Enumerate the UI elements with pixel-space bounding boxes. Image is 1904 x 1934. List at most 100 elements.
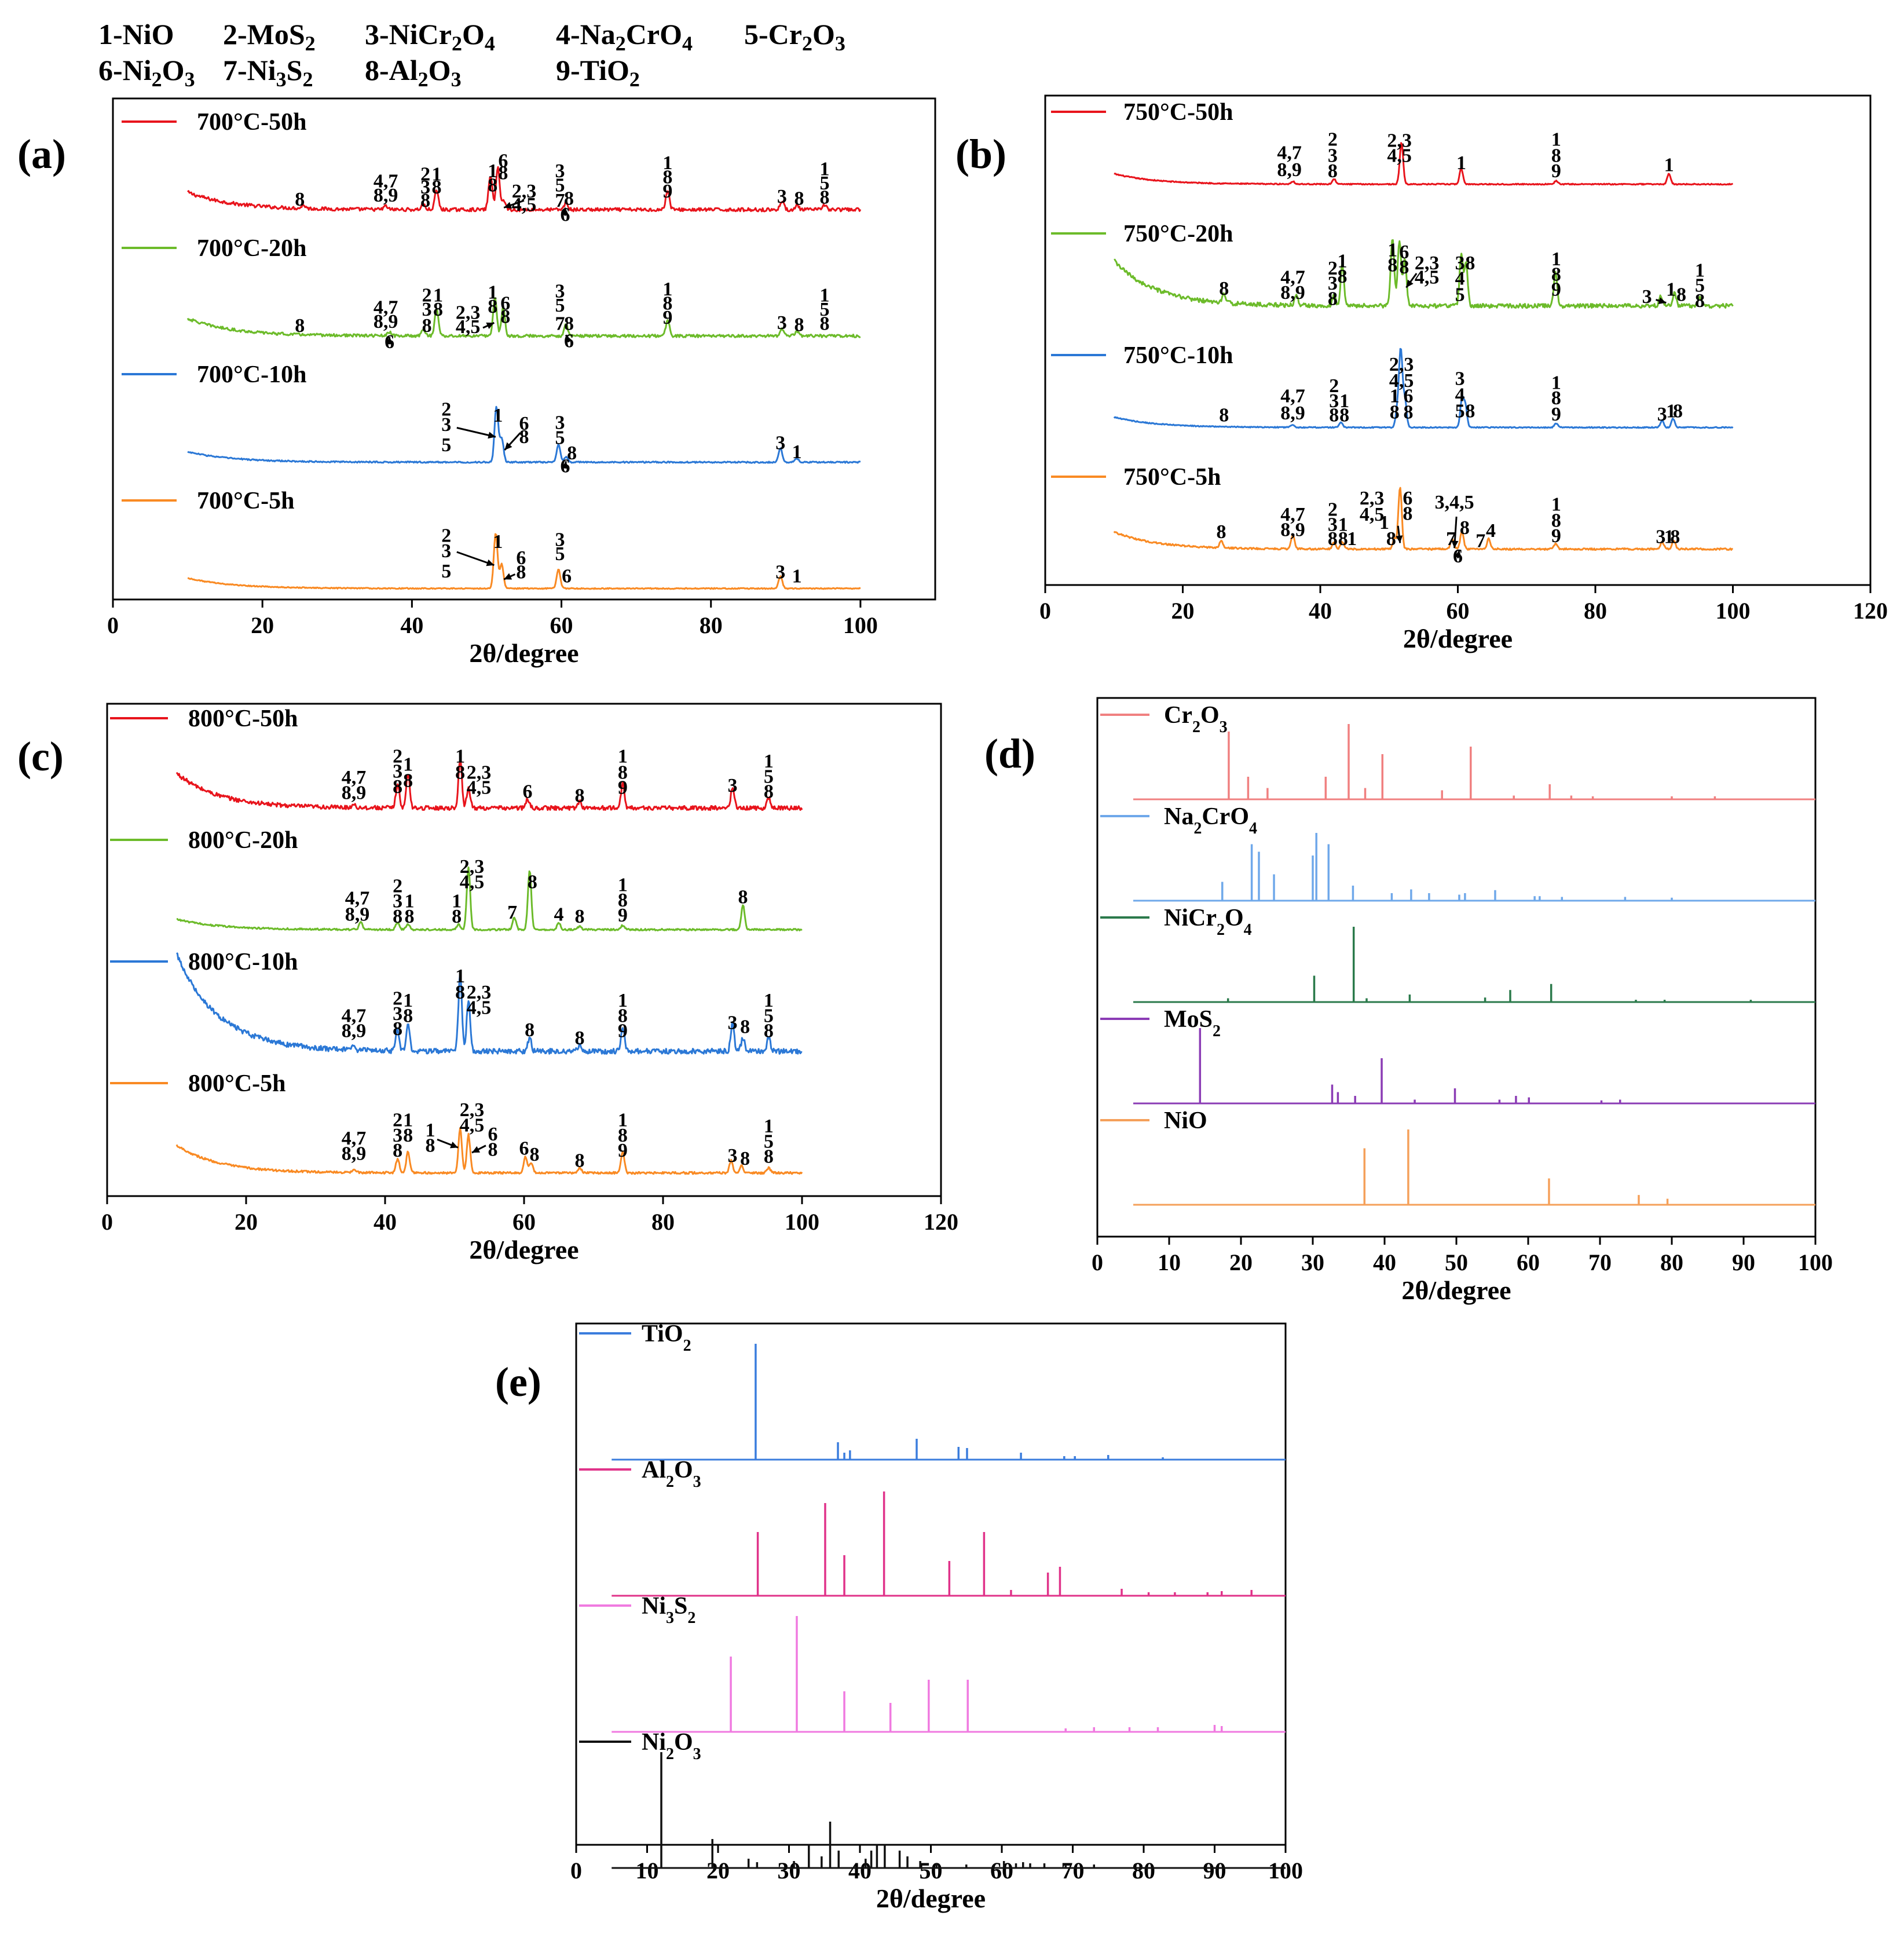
peak-annotation: 1 (764, 990, 774, 1011)
peak-annotation: 2 (441, 525, 451, 547)
peak-annotation: 8 (740, 1017, 750, 1038)
peak-annotation: 7 (555, 313, 565, 335)
peak-annotation: 8 (1676, 284, 1686, 305)
peak-annotation: 8 (433, 299, 443, 320)
peak-annotation: 8 (516, 562, 526, 583)
peak-annotation: 8 (455, 982, 465, 1003)
peak-annotation: 6 (519, 413, 529, 434)
peak-annotation: 3 (393, 761, 402, 783)
peak-annotation: 1 (819, 285, 829, 306)
peak-annotation: 8 (662, 293, 672, 315)
peak-annotation: 8 (819, 187, 829, 209)
peak-annotation: 4,5 (456, 316, 481, 338)
peak-annotation: 5 (555, 427, 565, 449)
peak-annotation: 2 (393, 988, 402, 1010)
peak-annotation: 4,5 (1389, 370, 1414, 392)
peak-annotation: 6 (562, 566, 572, 587)
peak-annotation: 1 (792, 441, 802, 463)
peak-annotation: 2 (420, 163, 430, 185)
plot-frame-a (112, 97, 936, 601)
peak-annotation: 1 (403, 754, 413, 775)
peak-annotation: 5 (441, 434, 451, 456)
peak-annotation: 6 (1404, 385, 1414, 407)
pattern-line (175, 759, 803, 811)
peak-annotation: 8 (498, 163, 508, 184)
peak-annotation: 8,9 (1280, 403, 1305, 424)
x-axis-label: 2θ/degree (1401, 1275, 1511, 1305)
x-tick-label: 80 (1660, 1249, 1683, 1275)
peak-annotation: 8,9 (374, 311, 398, 332)
peak-annotation: 2,3 (1360, 488, 1385, 509)
annotation-arrowhead (561, 461, 569, 469)
pattern-line (175, 1127, 803, 1175)
peak-annotation: 8 (575, 1150, 585, 1172)
x-tick-label: 10 (636, 1858, 659, 1884)
legend-item-8: 8-Al2O3 (365, 54, 462, 91)
peak-annotation: 4,7 (374, 171, 398, 192)
peak-annotation: 1 (1551, 248, 1561, 270)
peak-annotation: 9 (1551, 160, 1561, 182)
peak-annotation: 4,7 (1280, 385, 1305, 407)
peak-annotation: 1 (1551, 372, 1561, 394)
series-name: 800°C-5h (188, 1070, 285, 1097)
series-e-1: Al2O3 (579, 1457, 1286, 1597)
peak-annotation: 3,4,5 (1435, 492, 1474, 513)
x-tick-label: 120 (1853, 598, 1888, 624)
x-axis-label: 2θ/degree (876, 1884, 986, 1913)
series-name: 750°C-10h (1123, 342, 1233, 369)
panel-c: 0 20 40 60 80 100 1202θ/degree(c)800°C-50h4,78… (17, 703, 958, 1264)
x-tick-label: 70 (1061, 1858, 1085, 1884)
x-tick-label: 100 (1268, 1858, 1303, 1884)
peak-annotation: 8 (564, 188, 574, 209)
peak-annotation: 1 (1666, 279, 1676, 301)
x-tick-label: 50 (920, 1858, 943, 1884)
peak-annotation: 2,3 (1415, 253, 1440, 274)
pattern-line (176, 867, 803, 931)
legend-item-2: 2-MoS2 (223, 18, 316, 55)
peak-annotation: 8 (528, 871, 537, 893)
series-name: Ni2O3 (642, 1729, 701, 1763)
peak-annotation: 8 (1551, 387, 1561, 409)
series-a-0: 700°C-50h84,78,92381818682,34,5357861893… (122, 109, 862, 225)
peak-annotation: 1 (431, 163, 441, 185)
peak-annotation: 1 (403, 1110, 413, 1131)
peak-annotation: 4,5 (1387, 145, 1412, 167)
panel-label-c: (c) (17, 733, 64, 780)
legend-item-9: 9-TiO2 (556, 54, 640, 91)
peak-annotation: 2,3 (460, 856, 485, 878)
peak-annotation: 1 (764, 751, 774, 772)
series-name: 750°C-50h (1123, 99, 1233, 126)
peak-annotation: 1 (1664, 154, 1674, 176)
peak-annotation: 8 (488, 1139, 498, 1160)
series-name: 700°C-20h (197, 235, 306, 262)
peak-annotation: 8 (431, 177, 441, 198)
series-name: Al2O3 (642, 1457, 701, 1491)
legend-item-1: 1-NiO (98, 18, 174, 50)
peak-annotation: 4 (554, 904, 564, 925)
peak-annotation: 3 (393, 891, 402, 912)
peak-annotation: 8 (1399, 257, 1409, 278)
peak-annotation: 2,3 (1389, 354, 1414, 375)
peak-annotation: 8 (1328, 288, 1338, 309)
peak-annotation: 6 (519, 1138, 529, 1160)
pattern-line (1114, 142, 1733, 186)
peak-annotation: 8 (575, 785, 585, 807)
peak-annotation: 1 (433, 285, 443, 306)
peak-annotation: 1 (618, 1110, 628, 1131)
peak-annotation: 9 (662, 307, 672, 328)
peak-annotation: 8 (764, 781, 774, 803)
peak-annotation: 8,9 (342, 1143, 367, 1164)
peak-annotation: 1 (405, 891, 415, 912)
peak-annotation: 8 (1695, 290, 1705, 312)
phase-legend: 1-NiO 2-MoS2 3-NiCr2O4 4-Na2CrO4 5-Cr2O3… (98, 17, 967, 93)
x-tick-label: 0 (101, 1209, 113, 1235)
peak-annotation: 4 (1486, 520, 1496, 542)
series-name: Na2CrO4 (1164, 803, 1257, 838)
peak-annotation: 9 (618, 1140, 628, 1161)
peak-annotation: 1 (1666, 401, 1676, 422)
peak-annotation: 8 (1404, 401, 1414, 423)
